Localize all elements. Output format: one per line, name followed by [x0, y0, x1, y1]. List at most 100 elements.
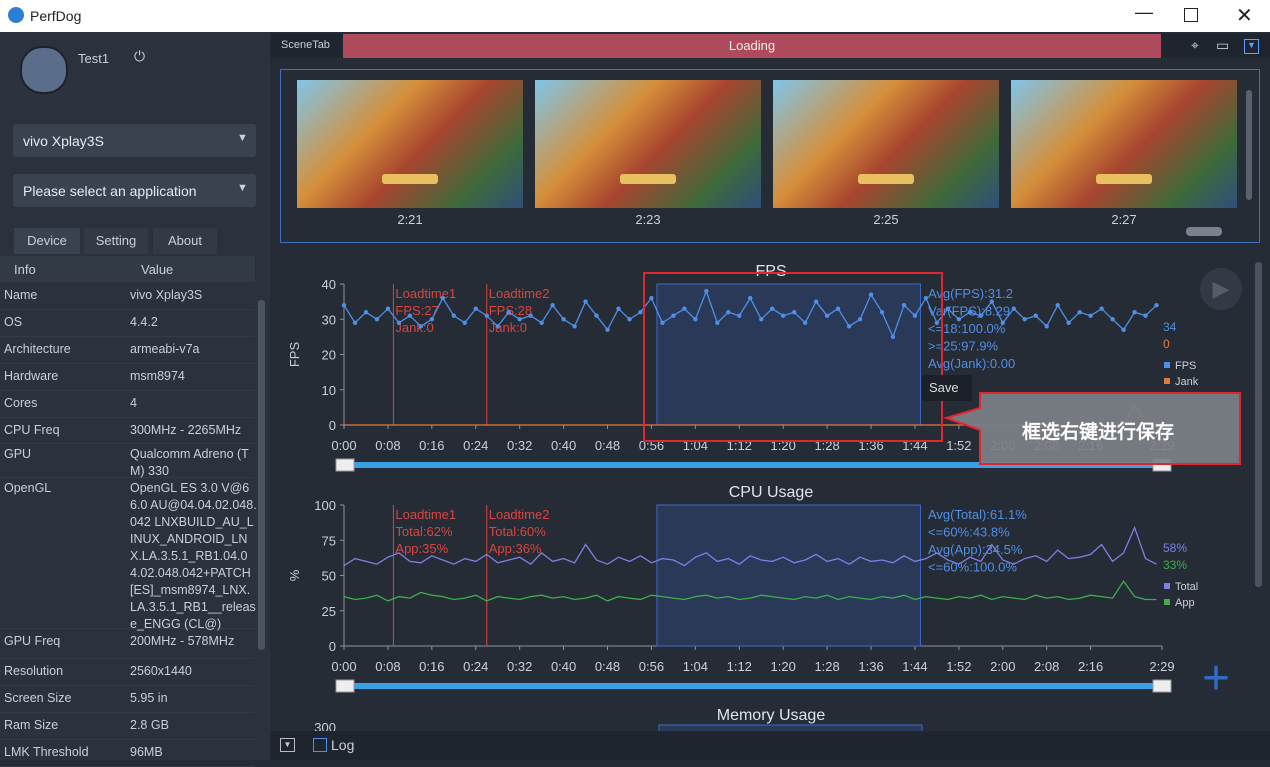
info-value: 300MHz - 2265MHz — [130, 423, 242, 437]
folder-icon[interactable]: ▭ — [1216, 37, 1230, 53]
thumbnail-button[interactable] — [620, 174, 676, 184]
scene-tab-label[interactable]: SceneTab — [281, 39, 330, 51]
series-line — [343, 525, 1157, 567]
data-point — [824, 313, 830, 318]
table-row: Screen Size 5.95 in — [0, 685, 255, 713]
range-slider — [350, 462, 1162, 468]
save-menu-item[interactable]: Save — [922, 375, 972, 401]
data-point — [418, 324, 424, 329]
slider-handle — [335, 458, 355, 472]
data-point — [616, 306, 621, 311]
data-point — [704, 288, 709, 294]
y-tick-label: 75 — [322, 533, 336, 548]
data-point — [1154, 302, 1159, 308]
tab[interactable]: Setting — [84, 228, 148, 254]
data-point — [780, 313, 786, 318]
avatar[interactable] — [20, 46, 68, 94]
data-point — [890, 334, 896, 340]
latest-value: 34 — [1163, 320, 1177, 334]
thumbnail-button[interactable] — [1096, 174, 1152, 184]
selection — [656, 283, 921, 426]
info-key: GPU Freq — [4, 634, 61, 648]
series-line — [343, 579, 1157, 602]
loadtime-label: FPS:27 — [395, 303, 438, 318]
legend-swatch — [1164, 362, 1170, 368]
thumbnail[interactable] — [1011, 80, 1237, 208]
legend-swatch — [1164, 583, 1170, 589]
power-button[interactable]: ⏻ — [134, 48, 146, 64]
data-point — [1110, 317, 1115, 322]
data-point — [1066, 320, 1071, 325]
data-point — [627, 317, 632, 322]
y-tick-label: 25 — [322, 604, 336, 619]
thumbnail-strip: 2:21 2:23 2:25 2:27 — [280, 69, 1260, 243]
x-tick-label: 1:52 — [946, 659, 971, 674]
data-point — [978, 313, 984, 318]
data-point — [748, 295, 753, 301]
data-point — [506, 310, 511, 315]
device-name: vivo Xplay3S — [23, 133, 104, 149]
latest-value: 0 — [1163, 337, 1170, 351]
data-point — [638, 310, 643, 315]
data-point — [660, 320, 665, 325]
x-tick-label: 0:16 — [419, 659, 444, 674]
menu-icon[interactable]: ▼ — [1244, 39, 1259, 54]
x-tick-label: 1:04 — [683, 659, 708, 674]
data-point — [528, 313, 533, 318]
data-point — [473, 306, 478, 311]
info-key: GPU — [4, 447, 32, 461]
data-point — [550, 302, 555, 308]
scrollbar[interactable] — [1255, 262, 1262, 587]
y-tick-label: 50 — [322, 569, 336, 584]
stat-text: <=60%:100.0% — [928, 560, 1017, 575]
thumbnail[interactable] — [535, 80, 761, 208]
table-row: GPU Qualcomm Adreno (TM) 330 — [0, 443, 255, 478]
x-tick-label: 1:12 — [727, 659, 752, 674]
data-point — [1143, 313, 1148, 318]
stat-text: Var(FPS):8.29 — [928, 304, 1010, 319]
y-axis-label: FPS — [287, 342, 302, 368]
log-label: Log — [331, 737, 355, 753]
data-point — [857, 317, 863, 322]
loadtime-label: Loadtime2 — [489, 286, 550, 301]
tab[interactable]: Device — [14, 228, 80, 254]
device-select[interactable]: vivo Xplay3S ▼ — [13, 124, 256, 157]
data-point — [879, 310, 885, 315]
y-tick-label: 100 — [314, 498, 336, 513]
minimize[interactable]: — — [1135, 2, 1153, 22]
title-bar: PerfDog — ✕ — [0, 0, 1270, 32]
data-point — [429, 317, 435, 322]
info-value: armeabi-v7a — [130, 342, 200, 356]
maximize[interactable] — [1184, 8, 1198, 22]
thumbnail[interactable] — [773, 80, 999, 208]
thumbnail-button[interactable] — [382, 174, 438, 184]
thumbnail[interactable] — [297, 80, 523, 208]
table-header: Info Value — [0, 256, 255, 282]
data-point — [1000, 320, 1005, 325]
location-icon[interactable]: ⌖ — [1191, 37, 1199, 53]
table-row: OpenGL OpenGL ES 3.0 V@66.0 AU@04.04.02.0… — [0, 477, 257, 631]
info-key: CPU Freq — [4, 423, 60, 437]
info-key: Cores — [4, 396, 38, 410]
scroll-thumb[interactable] — [1186, 227, 1222, 236]
scrollbar[interactable] — [1246, 90, 1252, 200]
app-select[interactable]: Please select an application ▼ — [13, 174, 256, 207]
x-tick-label: 0:32 — [507, 659, 532, 674]
stat-text: >=25:97.9% — [928, 339, 999, 354]
collapse-button[interactable]: ▼ — [280, 738, 295, 752]
info-value: 2.8 GB — [130, 718, 169, 732]
data-point — [956, 317, 962, 322]
hint-callout — [942, 392, 1241, 465]
info-value: Qualcomm Adreno (TM) 330 — [130, 447, 249, 478]
tab[interactable]: About — [153, 228, 217, 254]
add-button[interactable]: + — [1202, 652, 1231, 705]
play-button[interactable]: ▶ — [1200, 268, 1242, 310]
log-checkbox[interactable] — [313, 738, 327, 752]
close[interactable]: ✕ — [1236, 5, 1253, 27]
thumbnail-time: 2:23 — [635, 212, 661, 227]
x-tick-label: 0:40 — [551, 659, 576, 674]
scrollbar[interactable] — [258, 300, 265, 650]
thumbnail-button[interactable] — [858, 174, 914, 184]
scene-status: Loading — [343, 34, 1161, 58]
data-point — [396, 320, 402, 325]
